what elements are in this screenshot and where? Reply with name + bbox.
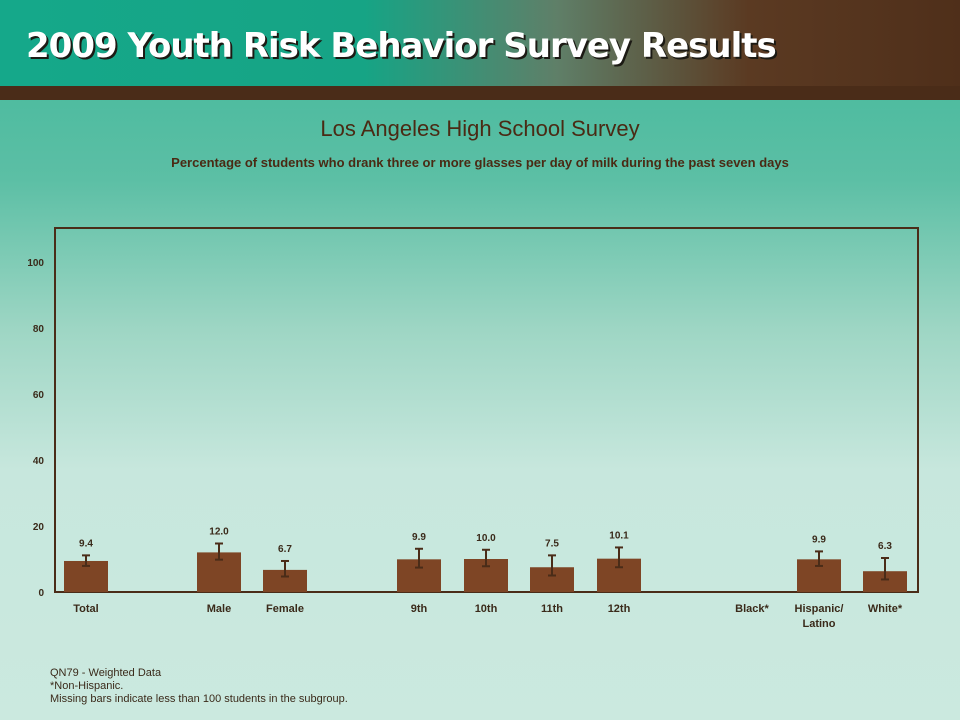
bar bbox=[263, 569, 307, 592]
data-label: 6.7 bbox=[278, 544, 292, 555]
x-category-label-line2: Latino bbox=[803, 618, 836, 630]
y-tick-label: 60 bbox=[33, 390, 45, 401]
data-label: 9.4 bbox=[79, 538, 93, 549]
x-category-label: Total bbox=[73, 603, 98, 615]
data-label: 7.5 bbox=[545, 538, 559, 549]
footnote-missing-bars: Missing bars indicate less than 100 stud… bbox=[50, 693, 348, 705]
x-category-label: 12th bbox=[608, 603, 631, 615]
bar bbox=[863, 571, 907, 592]
title-banner: 2009 Youth Risk Behavior Survey Results bbox=[0, 0, 960, 86]
data-label: 10.0 bbox=[476, 533, 496, 544]
banner-title: 2009 Youth Risk Behavior Survey Results bbox=[26, 26, 777, 66]
footnote-nonhispanic: *Non-Hispanic. bbox=[50, 680, 124, 692]
y-tick-label: 100 bbox=[27, 258, 44, 269]
chart-title: Los Angeles High School Survey bbox=[320, 116, 640, 141]
x-category-label: 10th bbox=[475, 603, 498, 615]
x-category-label: Female bbox=[266, 603, 304, 615]
data-label: 10.1 bbox=[609, 530, 629, 541]
y-tick-label: 40 bbox=[33, 456, 45, 467]
chart-subtitle: Percentage of students who drank three o… bbox=[171, 155, 789, 170]
footnotes: QN79 - Weighted Data *Non-Hispanic. Miss… bbox=[50, 667, 348, 706]
data-label: 12.0 bbox=[209, 526, 229, 537]
footnote-source: QN79 - Weighted Data bbox=[50, 667, 162, 679]
y-tick-label: 20 bbox=[33, 522, 45, 533]
x-category-label: Hispanic/ bbox=[795, 603, 844, 615]
x-category-label: 9th bbox=[411, 603, 428, 615]
data-label: 6.3 bbox=[878, 541, 892, 552]
data-label: 9.9 bbox=[812, 534, 826, 545]
x-category-label: Black* bbox=[735, 603, 769, 615]
x-category-label: 11th bbox=[541, 603, 563, 615]
banner-divider bbox=[0, 86, 960, 100]
data-label: 9.9 bbox=[412, 532, 426, 543]
y-tick-label: 0 bbox=[38, 588, 44, 599]
x-category-label: White* bbox=[868, 603, 903, 615]
y-tick-label: 80 bbox=[33, 324, 45, 335]
x-category-label: Male bbox=[207, 603, 231, 615]
